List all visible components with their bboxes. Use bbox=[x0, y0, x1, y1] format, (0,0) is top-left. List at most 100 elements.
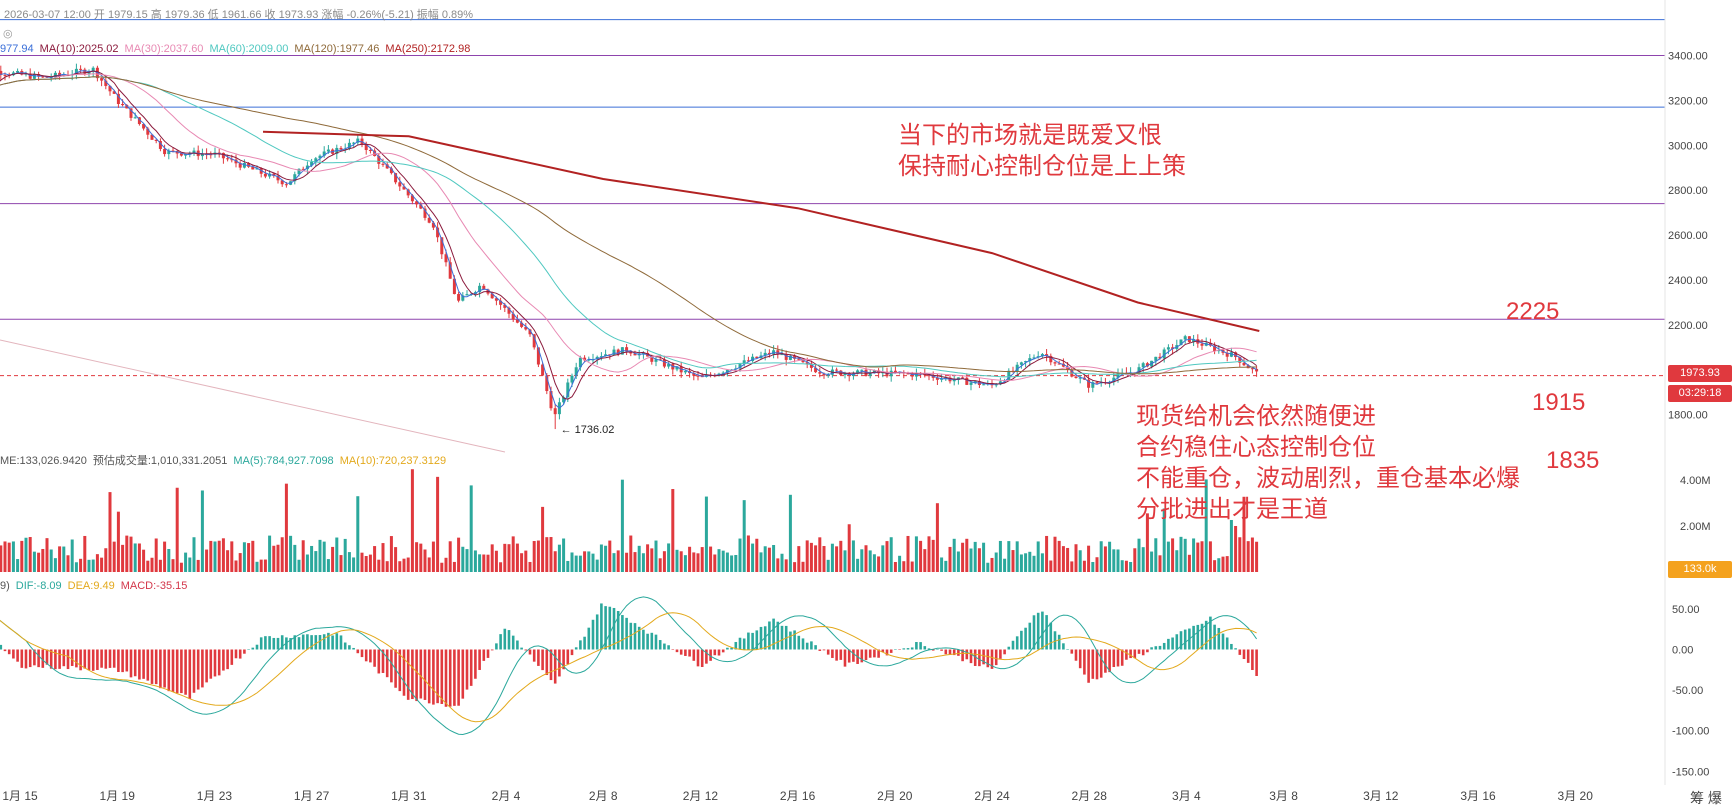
candle-body bbox=[108, 85, 112, 92]
candle-body bbox=[339, 147, 343, 150]
volume-bar bbox=[192, 537, 196, 572]
candle-body bbox=[616, 349, 620, 355]
macd-bar bbox=[1204, 620, 1208, 650]
volume-bar bbox=[629, 535, 633, 572]
price-tick-label: 2600.00 bbox=[1668, 230, 1708, 242]
macd-bar bbox=[7, 649, 11, 655]
volume-bar bbox=[242, 542, 246, 572]
volume-bar bbox=[158, 559, 162, 572]
macd-bar bbox=[188, 649, 192, 699]
volume-bar bbox=[49, 549, 53, 572]
candle-body bbox=[58, 72, 62, 76]
ma-legend: 977.94 MA(10):2025.02 MA(30):2037.60 MA(60)… bbox=[0, 43, 476, 55]
volume-bar bbox=[625, 552, 629, 572]
macd-bar bbox=[852, 649, 855, 662]
macd-bar bbox=[1104, 649, 1107, 673]
candle-body bbox=[835, 369, 839, 371]
volume-bar bbox=[137, 543, 141, 572]
volume-bar bbox=[725, 552, 729, 572]
volume-bar bbox=[494, 550, 498, 572]
volume-bar bbox=[1133, 548, 1137, 572]
volume-bar bbox=[1183, 538, 1187, 572]
date-tick-label: 2月 24 bbox=[974, 789, 1010, 803]
candle-body bbox=[562, 397, 566, 403]
macd-bar bbox=[180, 649, 183, 694]
volume-bar bbox=[797, 546, 801, 572]
macd-bar bbox=[45, 649, 49, 665]
volume-bar bbox=[100, 557, 104, 572]
macd-bar bbox=[839, 649, 843, 660]
volume-bar bbox=[511, 536, 515, 572]
macd-bar bbox=[696, 649, 700, 667]
candle-body bbox=[457, 294, 461, 301]
candle-body bbox=[1145, 363, 1149, 367]
volume-bar bbox=[1087, 545, 1091, 572]
volume-bar bbox=[1225, 556, 1229, 572]
macd-bar bbox=[222, 649, 225, 671]
candle-body bbox=[1024, 361, 1028, 363]
macd-bar bbox=[566, 649, 570, 665]
eye-hidden-icon[interactable]: ◎ bbox=[3, 28, 13, 40]
macd-bar bbox=[436, 649, 439, 704]
volume-bar bbox=[499, 562, 503, 572]
macd-bar bbox=[692, 649, 696, 661]
volume-bar bbox=[1187, 554, 1191, 572]
volume-badge: 133.0k bbox=[1668, 561, 1732, 578]
macd-bar bbox=[272, 637, 276, 650]
candle-body bbox=[1217, 350, 1221, 352]
volume-bar bbox=[767, 547, 771, 572]
corner-label[interactable]: 筹 爆 bbox=[1690, 790, 1722, 806]
candle-body bbox=[520, 322, 524, 327]
macd-bar bbox=[1230, 643, 1233, 650]
volume-bar bbox=[1242, 496, 1246, 572]
macd-bar bbox=[885, 649, 889, 656]
macd-bar bbox=[259, 637, 263, 650]
ohlc-item: 收 1973.93 bbox=[261, 9, 319, 21]
volume-bar bbox=[74, 562, 78, 572]
candle-body bbox=[604, 354, 608, 357]
volume-bar bbox=[440, 562, 444, 572]
macd-bar bbox=[860, 649, 864, 663]
volume-bar bbox=[146, 560, 150, 572]
volume-bar bbox=[856, 558, 860, 572]
macd-bar bbox=[877, 649, 880, 658]
top-note-line: 保持耐心控制仓位是上上策 bbox=[898, 153, 1186, 180]
macd-bar bbox=[616, 611, 620, 650]
volume-bar bbox=[1095, 557, 1099, 572]
volume-bar bbox=[1238, 537, 1242, 572]
candle-body bbox=[242, 162, 246, 168]
volume-bar bbox=[184, 552, 188, 572]
volume-bar bbox=[919, 540, 923, 572]
candle-body bbox=[755, 356, 759, 359]
candle-body bbox=[578, 357, 582, 368]
volume-bar bbox=[1053, 536, 1057, 572]
macd-bar bbox=[192, 649, 196, 693]
macd-bar bbox=[910, 647, 914, 650]
candle-body bbox=[1229, 352, 1233, 357]
volume-bar bbox=[826, 559, 830, 572]
volume-bar bbox=[772, 545, 776, 572]
volume-bar bbox=[759, 552, 763, 572]
volume-bar bbox=[360, 552, 364, 572]
volume-bar bbox=[1166, 541, 1170, 572]
candle-body bbox=[797, 358, 801, 360]
candle-body bbox=[490, 293, 494, 299]
volume-bar bbox=[129, 536, 133, 572]
macd-bar bbox=[709, 649, 712, 661]
volume-bar bbox=[524, 550, 528, 572]
macd-bar bbox=[482, 649, 486, 661]
volume-bar bbox=[998, 540, 1002, 572]
macd-bar bbox=[112, 649, 116, 668]
macd-bar bbox=[658, 640, 662, 650]
macd-bar bbox=[1020, 630, 1023, 650]
candle-body bbox=[440, 237, 444, 255]
macd-bar bbox=[595, 614, 599, 650]
candle-body bbox=[444, 254, 448, 263]
macd-bar bbox=[759, 626, 763, 650]
macd-bar bbox=[793, 630, 796, 650]
ohlc-item: 开 1979.15 bbox=[93, 9, 148, 21]
volume-bar bbox=[402, 558, 406, 572]
macd-bar bbox=[587, 627, 591, 650]
macd-bar bbox=[1074, 649, 1078, 661]
